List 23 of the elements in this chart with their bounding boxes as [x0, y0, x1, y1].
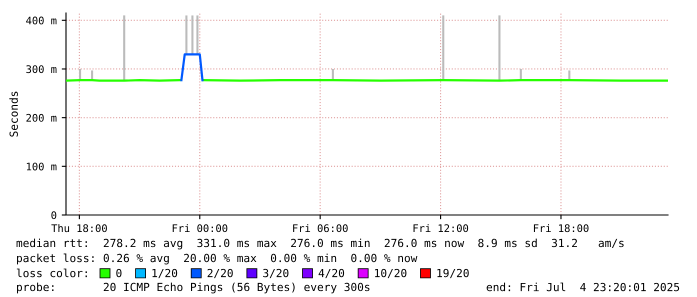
y-tick-label: 0 [51, 211, 56, 220]
text: probe: 20 ICMP Echo Pings (56 Bytes) every 300s [17, 282, 370, 294]
x-tick-label: Fri 18:00 [534, 224, 589, 232]
text: end: Fri Jul 4 23:20:01 2025 [486, 282, 680, 292]
legend-label: 4/20 [318, 268, 344, 278]
x-tick-label: Thu 18:00 [51, 224, 107, 232]
x-tick-label: Fri 00:00 [172, 224, 228, 232]
text: median rtt: 278.2 ms avg 331.0 ms max 276.0 ms min 276.0 ms now 8.9 ms sd 31.2 am/s [16, 238, 624, 250]
y-axis-title: Seconds [9, 92, 18, 137]
legend-label: 19/20 [437, 268, 469, 278]
y-tick-label: 200 m [26, 114, 56, 122]
legend-label: 0 [116, 268, 122, 278]
y-tick-label: 400 m [26, 16, 56, 24]
x-tick-label: Fri 12:00 [414, 224, 468, 232]
x-tick-label: Fri 06:00 [293, 224, 348, 232]
legend-label: 3/20 [263, 268, 288, 278]
legend-label: 2/20 [208, 268, 233, 278]
y-tick-label: 300 m [26, 65, 56, 74]
text: packet loss: 0.26 % avg 20.00 % max 0.00 % min 0.00 % now [17, 254, 418, 264]
y-tick-label: 100 m [26, 162, 56, 170]
legend-label: 10/20 [375, 268, 406, 278]
legend-title: loss color: [16, 268, 87, 278]
legend-label: 1/20 [152, 268, 178, 278]
